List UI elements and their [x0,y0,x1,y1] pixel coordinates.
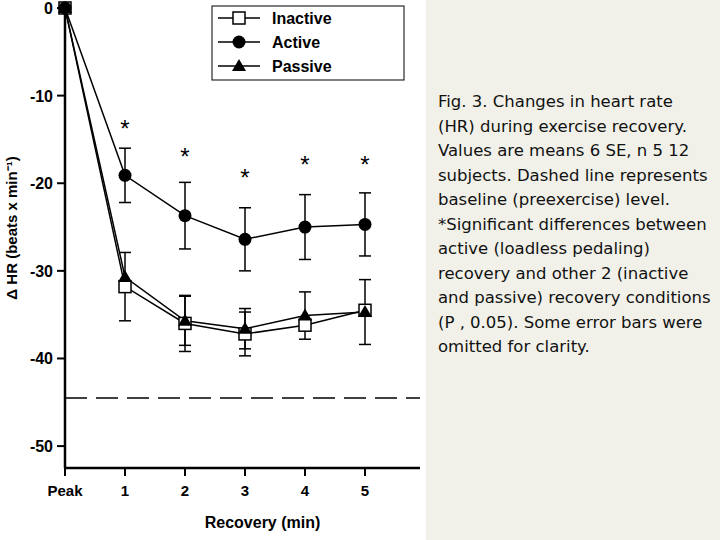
annotation: * [360,151,369,178]
y-axis-label: Δ HR (beats x min⁻¹) [3,156,20,299]
error-cap [299,194,311,196]
error-cap [119,252,131,254]
legend-box [212,6,404,80]
error-cap [359,279,371,281]
series-line [65,8,365,334]
error-cap [119,320,131,322]
y-tick-label: -20 [30,175,53,192]
error-cap [359,255,371,257]
marker [179,209,192,222]
error-cap [239,270,251,272]
x-tick-label: 5 [361,482,369,499]
chart: 0 -10 -20 -30 -40 -50 Peak 1 2 3 4 5 Recovery (min) Δ… [0,0,426,540]
marker [119,281,131,293]
error-bar [239,309,251,349]
x-tick-label: 4 [301,482,310,499]
error-cap [179,351,191,353]
y-tick-label: -40 [30,350,53,367]
legend-marker [232,59,246,71]
legend-label: Active [272,34,320,51]
marker [59,2,72,15]
caption: Fig. 3. Changes in heart rate (HR) durin… [438,90,714,360]
error-bar [179,295,191,351]
x-tick [304,468,306,476]
error-cap [179,296,191,298]
error-bar [239,208,251,271]
error-bar [119,252,131,320]
y-tick-label: -30 [30,263,53,280]
legend-marker [233,12,245,24]
marker [178,314,192,326]
marker [119,169,132,182]
error-cap [299,259,311,261]
x-tick-label: Peak [47,482,83,499]
y-tick [57,182,65,184]
y-tick [57,357,65,359]
error-cap [239,355,251,357]
marker [239,233,252,246]
y-tick-label: -10 [30,88,53,105]
markers [58,1,372,340]
x-tick [64,468,66,476]
x-tick [364,468,366,476]
x-tick-label: 3 [241,482,249,499]
marker [359,218,372,231]
error-cap [359,192,371,194]
error-cap [299,338,311,340]
error-cap [239,308,251,310]
error-bar [179,182,191,249]
annotation: * [300,151,309,178]
legend-marker [233,36,246,49]
series-line [65,8,365,329]
error-cap [299,291,311,293]
error-cap [359,344,371,346]
y-tick [57,95,65,97]
x-tick [244,468,246,476]
error-cap [179,345,191,347]
marker [298,309,312,321]
x-tick [184,468,186,476]
x-axis [65,467,420,470]
caption-panel: Fig. 3. Changes in heart rate (HR) durin… [426,0,720,540]
error-cap [239,348,251,350]
error-bar [359,280,371,345]
error-bar [119,148,131,202]
x-tick-label: 2 [181,482,189,499]
marker [299,319,311,331]
annotation: * [180,143,189,170]
error-cap [119,147,131,149]
y-tick-label: -50 [30,438,53,455]
legend-label: Inactive [272,10,332,27]
annotation: * [120,115,129,142]
y-tick [57,445,65,447]
annotation: * [240,164,249,191]
y-tick-label: 0 [44,0,53,17]
marker [118,270,132,282]
error-bar [179,296,191,345]
marker [58,1,72,13]
y-axis [64,8,67,468]
error-bar [299,195,311,260]
marker [59,2,71,14]
marker [358,305,372,317]
error-cap [179,182,191,184]
marker [299,221,312,234]
error-cap [179,295,191,297]
x-axis-label: Recovery (min) [205,514,321,531]
x-tick-label: 1 [121,482,129,499]
error-cap [179,248,191,250]
marker [238,322,252,334]
error-cap [239,207,251,209]
x-tick [124,468,126,476]
legend-label: Passive [272,58,332,75]
marker [359,304,371,316]
plot-area [65,8,420,398]
series-line [65,8,365,239]
baseline [65,397,420,399]
error-cap [119,202,131,204]
y-tick [57,270,65,272]
error-bar [359,193,371,256]
